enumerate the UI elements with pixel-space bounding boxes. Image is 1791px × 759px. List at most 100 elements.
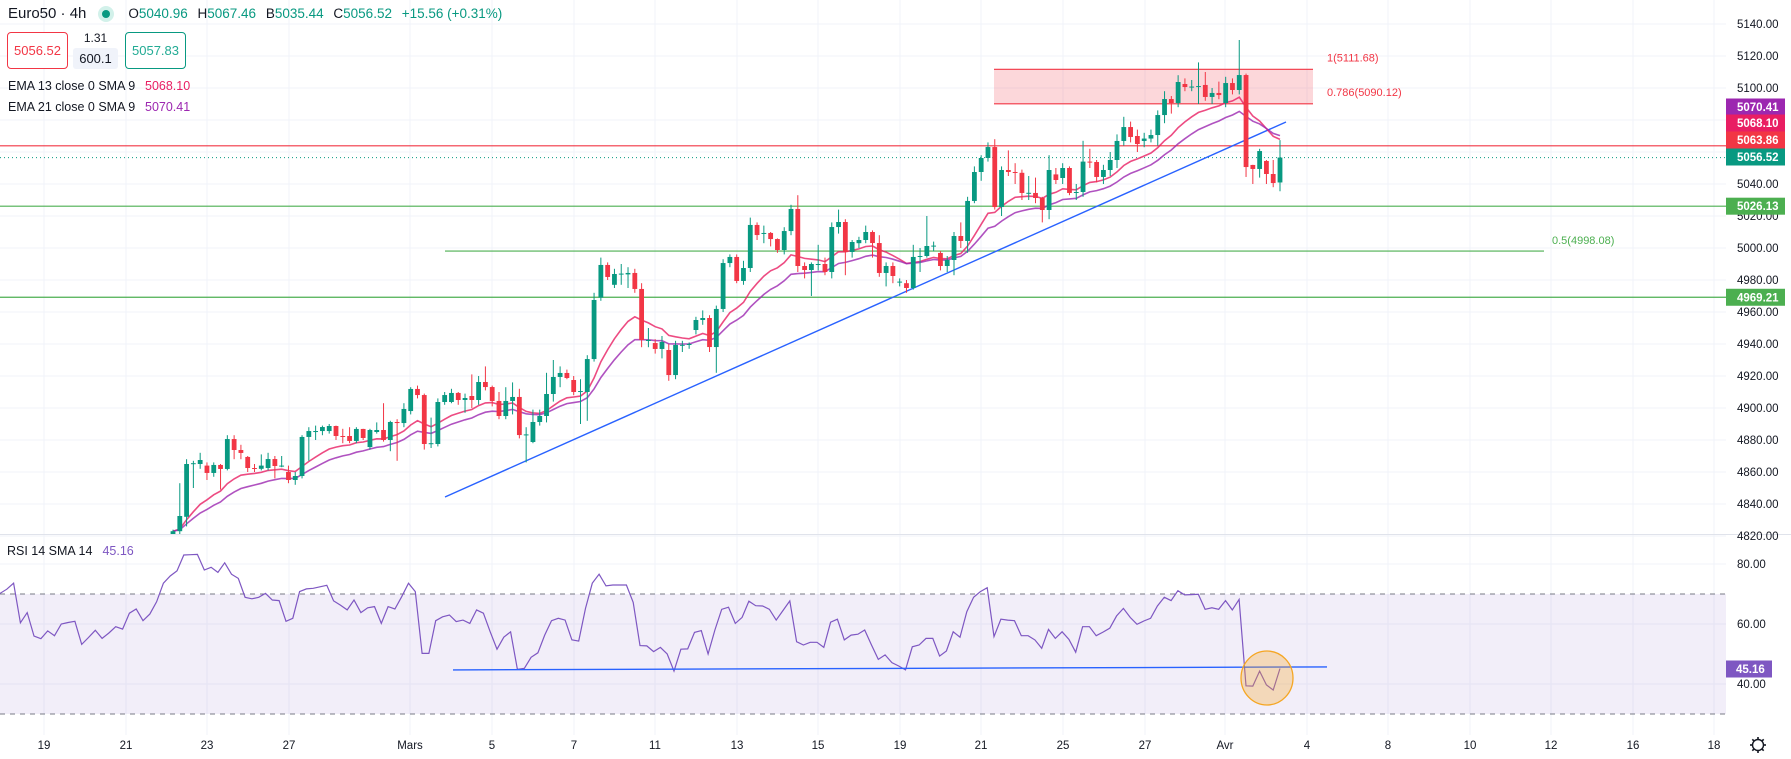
candle[interactable] [360,428,366,440]
candle[interactable] [421,393,427,450]
candle[interactable] [564,369,570,380]
candle[interactable] [1182,78,1188,92]
rsi-trendline[interactable] [452,666,1328,671]
candle[interactable] [340,428,346,444]
candle[interactable] [829,222,835,279]
candle[interactable] [965,196,970,253]
candle[interactable] [1080,140,1086,197]
candle[interactable] [1134,129,1140,152]
candle[interactable] [931,241,937,252]
candle[interactable] [401,403,407,428]
candle[interactable] [449,388,454,404]
candle[interactable] [1148,129,1154,143]
candle[interactable] [571,376,577,396]
candle[interactable] [272,456,278,479]
candle[interactable] [252,464,257,472]
candle[interactable] [476,376,482,405]
candle[interactable] [856,236,862,248]
candle[interactable] [938,251,943,271]
candle[interactable] [584,355,590,421]
candle[interactable] [1060,163,1066,184]
candle[interactable] [1209,88,1215,104]
candle[interactable] [1107,152,1113,176]
candle[interactable] [265,452,271,471]
candle[interactable] [1128,121,1133,143]
candle[interactable] [768,232,774,247]
candle[interactable] [387,420,393,452]
candle[interactable] [591,292,597,362]
candle[interactable] [489,385,495,407]
symbol-title[interactable]: Euro50 · 4h [8,5,87,22]
candle[interactable] [1094,160,1100,183]
candle[interactable] [455,392,461,405]
candle[interactable] [944,256,950,272]
candle[interactable] [598,257,604,301]
candle[interactable] [815,244,821,271]
candle[interactable] [924,216,930,258]
candle[interactable] [754,222,760,240]
candle[interactable] [883,262,889,287]
candle[interactable] [299,435,305,479]
candle[interactable] [1114,134,1120,168]
candle[interactable] [415,385,420,399]
candle[interactable] [822,257,828,276]
candle[interactable] [238,444,244,460]
candle[interactable] [1046,155,1052,220]
candle[interactable] [605,262,611,280]
candle[interactable] [700,310,706,325]
candle[interactable] [876,235,882,277]
candle[interactable] [788,204,794,236]
candle[interactable] [224,435,230,471]
candle[interactable] [917,248,923,272]
candle[interactable] [483,366,488,391]
candle[interactable] [659,336,665,359]
candle[interactable] [612,268,617,288]
candle[interactable] [802,262,808,279]
sell-button[interactable]: 5056.52 [7,32,68,69]
candle[interactable] [1121,116,1127,146]
candle[interactable] [842,219,848,276]
candle[interactable] [367,428,373,450]
candle[interactable] [1175,75,1181,108]
candle[interactable] [1039,196,1045,223]
candle[interactable] [1216,81,1222,100]
candle[interactable] [618,264,624,285]
candle[interactable] [1162,91,1167,124]
candle[interactable] [231,435,237,460]
candle[interactable] [1202,72,1208,101]
candle[interactable] [510,382,515,415]
candle[interactable] [890,262,896,284]
candle[interactable] [679,340,685,352]
quantity-input[interactable]: 600.1 [73,48,118,69]
candle[interactable] [734,254,740,284]
candle[interactable] [999,166,1004,216]
candle[interactable] [245,456,251,472]
candle[interactable] [557,366,563,388]
candle[interactable] [408,387,414,415]
candle[interactable] [442,392,448,405]
candle[interactable] [1196,62,1201,104]
candle[interactable] [428,417,434,448]
legend-rsi[interactable]: RSI 14 SMA 14 45.16 [7,544,134,558]
time-axis[interactable]: 19 21 23 27 Mars 5 7 11 13 15 19 21 25 27 Avr 4 8 10 12 16 1… [38,740,1721,752]
candle[interactable] [1155,110,1161,146]
candle[interactable] [958,222,964,248]
candle[interactable] [1067,166,1072,196]
candle[interactable] [992,139,998,210]
candle[interactable] [550,360,556,402]
candle[interactable] [652,339,658,354]
candle[interactable] [306,427,312,461]
candle[interactable] [435,398,441,447]
candle[interactable] [781,227,787,255]
candle[interactable] [1019,169,1025,200]
candle[interactable] [1168,96,1174,114]
candle[interactable] [713,305,719,373]
candle[interactable] [741,260,746,285]
candle[interactable] [313,425,319,440]
candle[interactable] [897,278,903,287]
candle[interactable] [1270,160,1276,188]
candle[interactable] [686,342,692,349]
candle[interactable] [910,244,916,290]
candle[interactable] [204,462,210,480]
